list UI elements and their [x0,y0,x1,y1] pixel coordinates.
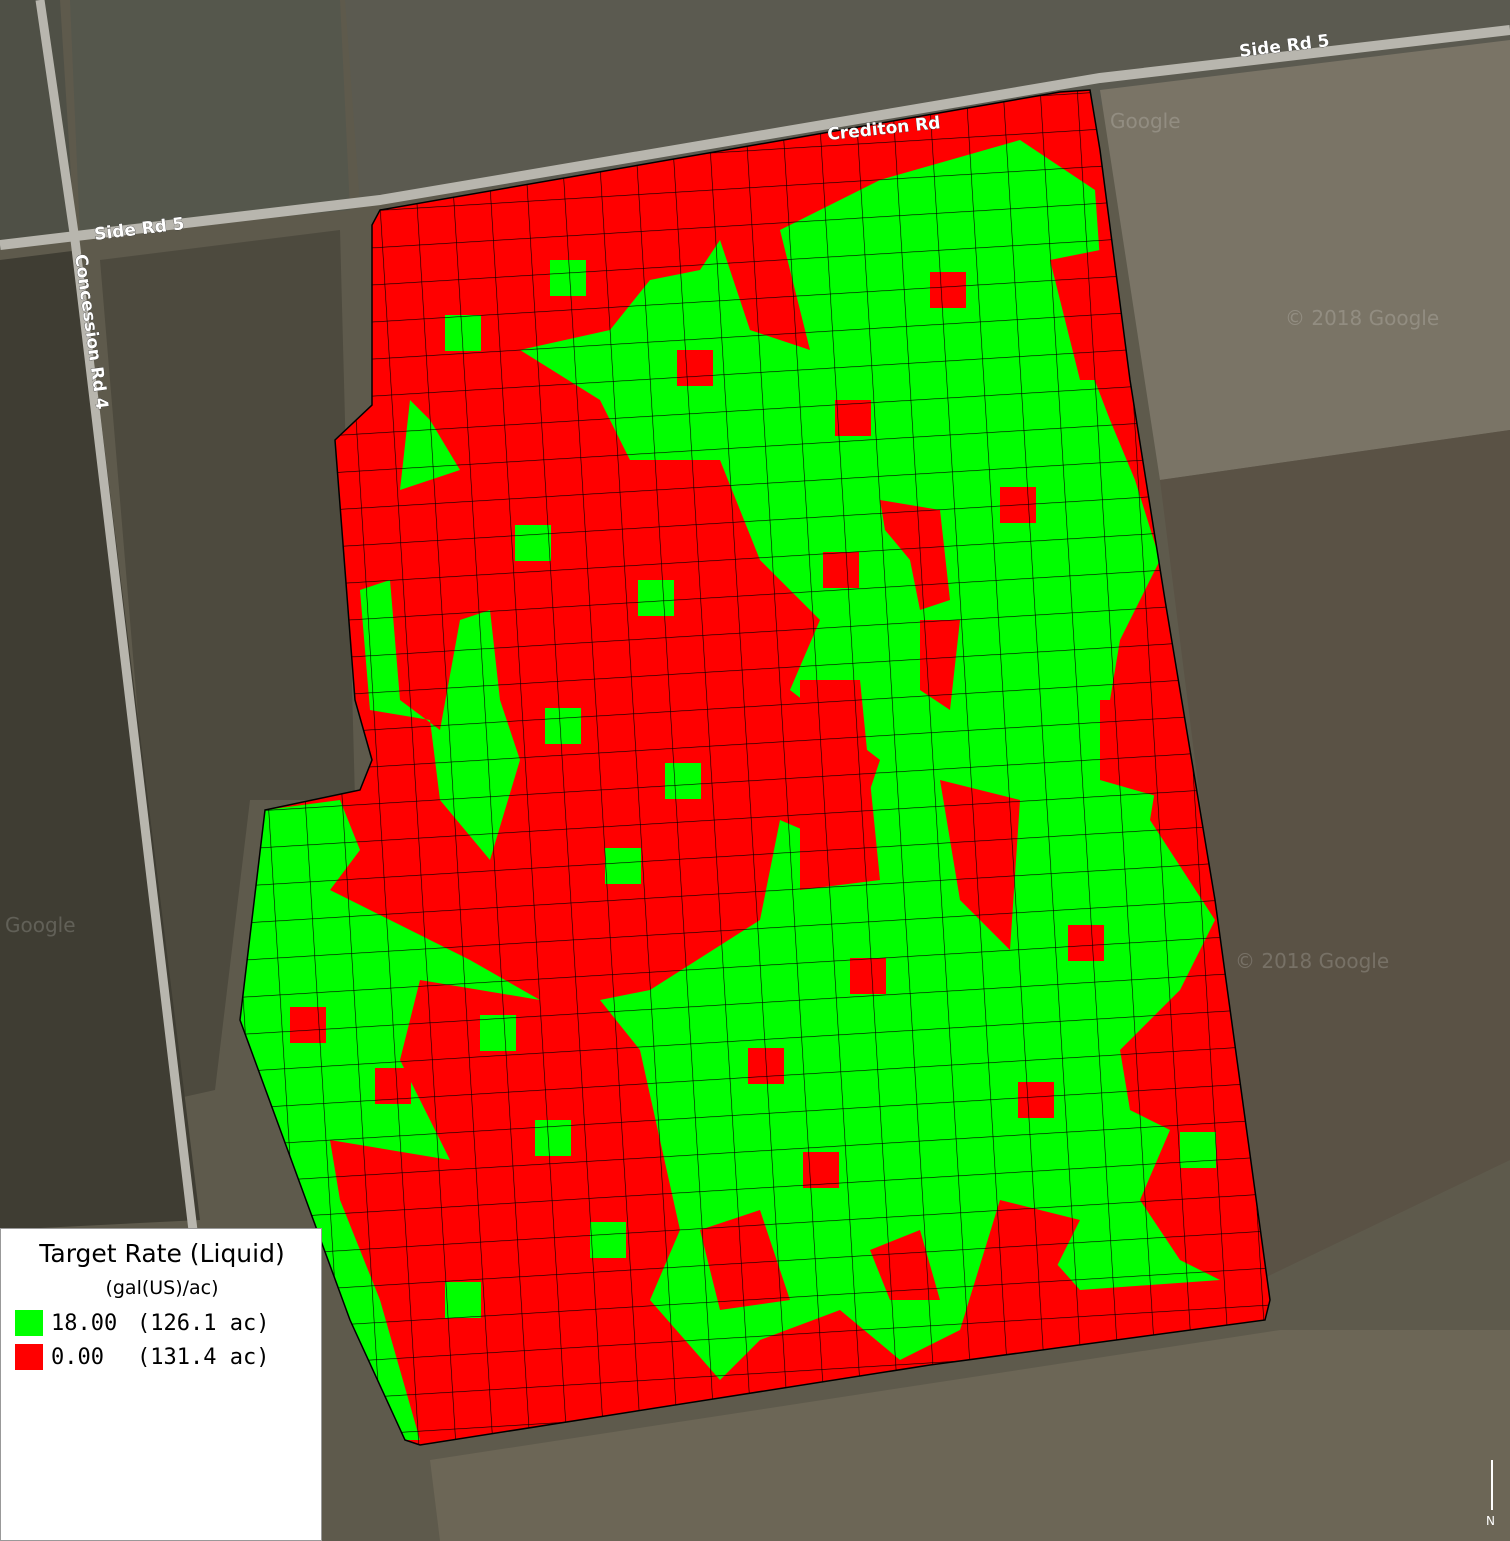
parcel [1100,40,1510,480]
legend-title: Target Rate (Liquid) [39,1239,285,1268]
parcel [70,0,350,235]
parcel [0,0,75,250]
north-label: N [1486,1514,1495,1528]
legend-area: (131.4 ac) [137,1344,270,1370]
watermark: Google [1110,109,1181,133]
watermark: © 2018 Google [1285,306,1439,330]
legend-entry: 0.00 (131.4 ac) [15,1343,269,1371]
parcel [430,1330,1510,1541]
legend-area: (126.1 ac) [137,1310,270,1336]
parcel [1160,430,1510,1280]
legend-rate: 0.00 [51,1344,104,1370]
legend: Target Rate (Liquid) (gal(US)/ac) 18.00 … [0,1228,322,1541]
parcel [100,230,355,1100]
legend-entry: 18.00 (126.1 ac) [15,1309,269,1337]
legend-rate: 18.00 [51,1310,118,1336]
watermark: Google [5,913,76,937]
road [0,25,1510,250]
prescription-field [240,90,1270,1445]
watermark: © 2018 Google [1235,949,1389,973]
road [35,0,235,1541]
grid [240,90,1270,1445]
legend-swatch [15,1310,43,1336]
legend-swatch [15,1344,43,1370]
legend-unit: (gal(US)/ac) [105,1277,219,1299]
parcel [0,250,200,1230]
